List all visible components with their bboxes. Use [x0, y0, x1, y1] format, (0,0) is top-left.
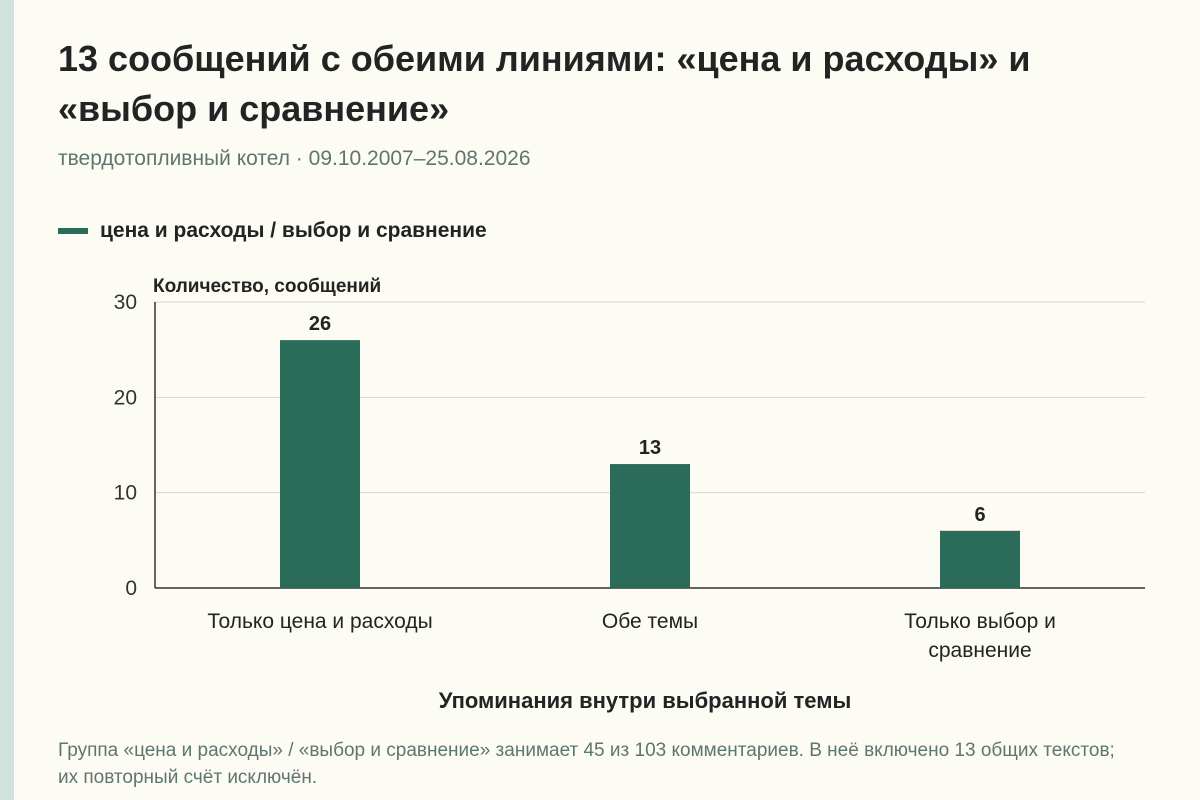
legend-label: цена и расходы / выбор и сравнение [100, 219, 487, 242]
y-tick-label: 0 [125, 577, 137, 600]
x-tick-label: Только выбор и сравнение [904, 610, 1056, 662]
accent-strip [0, 0, 14, 800]
legend-swatch [58, 228, 88, 234]
y-tick-label: 30 [114, 291, 137, 314]
bar-value-label: 26 [309, 313, 331, 335]
bar-value-label: 6 [974, 504, 985, 526]
bar [280, 340, 360, 588]
bar-value-label: 13 [639, 437, 661, 459]
chart-subtitle: твердотопливный котел · 09.10.2007–25.08… [58, 147, 531, 170]
bar [940, 530, 1020, 588]
y-tick-label: 10 [114, 482, 137, 505]
chart-title: 13 сообщений с обеими линиями: «цена и р… [58, 38, 1031, 129]
footnote: Группа «цена и расходы» / «выбор и сравн… [58, 740, 1115, 788]
x-tick-label: Обе темы [602, 610, 698, 633]
bar [610, 464, 690, 588]
y-tick-label: 20 [114, 386, 137, 409]
x-axis-label: Упоминания внутри выбранной темы [439, 688, 852, 713]
x-tick-label: Только цена и расходы [207, 610, 432, 633]
y-axis-label: Количество, сообщений [153, 276, 381, 297]
legend: цена и расходы / выбор и сравнение [58, 219, 487, 243]
